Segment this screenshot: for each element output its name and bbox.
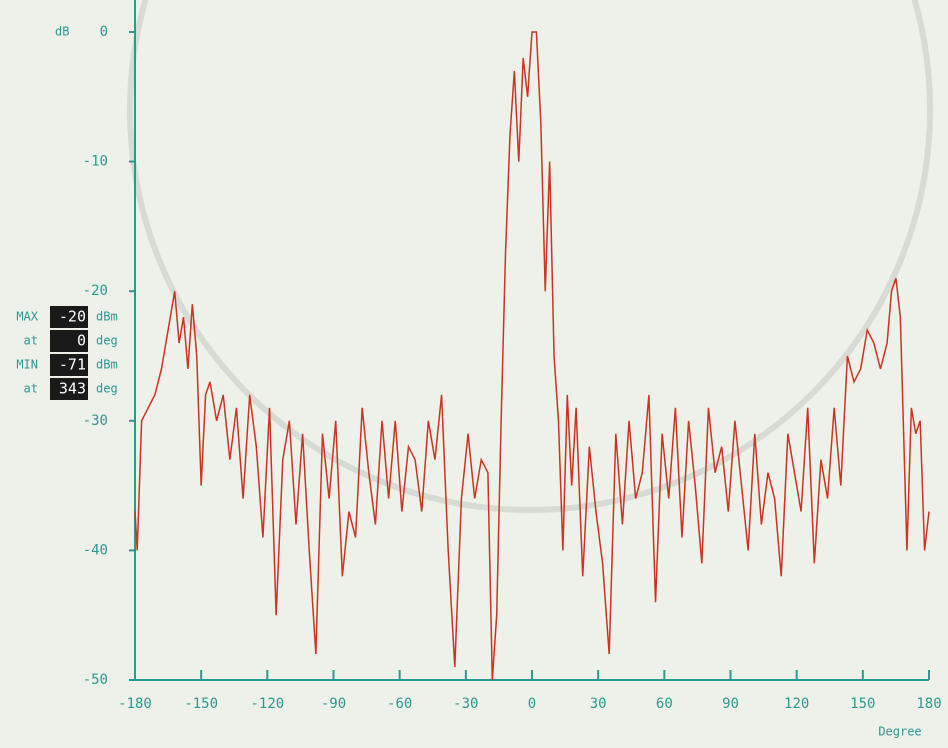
panel-value-box <box>50 330 88 352</box>
panel-unit: deg <box>96 334 118 348</box>
x-tick-label: -120 <box>250 696 284 712</box>
panel-unit: dBm <box>96 358 118 372</box>
y-tick-label: 0 <box>100 24 108 40</box>
panel-value-box <box>50 306 88 328</box>
panel-value: 343 <box>59 380 86 398</box>
x-tick-label: -180 <box>118 696 152 712</box>
watermark <box>127 0 933 513</box>
y-tick-label: -20 <box>83 283 108 299</box>
x-tick-label: -30 <box>453 696 478 712</box>
y-tick-label: -40 <box>83 542 108 558</box>
y-axis-label: dB <box>55 25 69 39</box>
y-tick-label: -50 <box>83 672 108 688</box>
panel-value: 0 <box>77 332 86 350</box>
x-tick-label: 120 <box>784 696 809 712</box>
panel-label: at <box>24 334 38 348</box>
panel-value: -71 <box>59 356 86 374</box>
x-tick-label: 180 <box>916 696 941 712</box>
y-tick-label: -10 <box>83 154 108 170</box>
panel-value: -20 <box>59 308 86 326</box>
x-axis-label: Degree <box>878 725 921 739</box>
x-tick-label: -150 <box>184 696 218 712</box>
x-tick-label: 0 <box>528 696 536 712</box>
panel-label: MIN <box>16 358 38 372</box>
panel-label: MAX <box>16 310 38 324</box>
x-tick-label: -90 <box>321 696 346 712</box>
panel-unit: deg <box>96 382 118 396</box>
panel-value-box <box>50 378 88 400</box>
panel-unit: dBm <box>96 310 118 324</box>
x-tick-label: -60 <box>387 696 412 712</box>
panel-label: at <box>24 382 38 396</box>
x-tick-label: 90 <box>722 696 739 712</box>
y-tick-label: -30 <box>83 413 108 429</box>
x-tick-label: 60 <box>656 696 673 712</box>
panel-value-box <box>50 354 88 376</box>
x-tick-label: 150 <box>850 696 875 712</box>
x-tick-label: 30 <box>590 696 607 712</box>
info-panel: MAX -20 dBm at 0 deg MIN -71 dBm at 343 deg <box>16 306 118 400</box>
trace <box>134 31 930 681</box>
